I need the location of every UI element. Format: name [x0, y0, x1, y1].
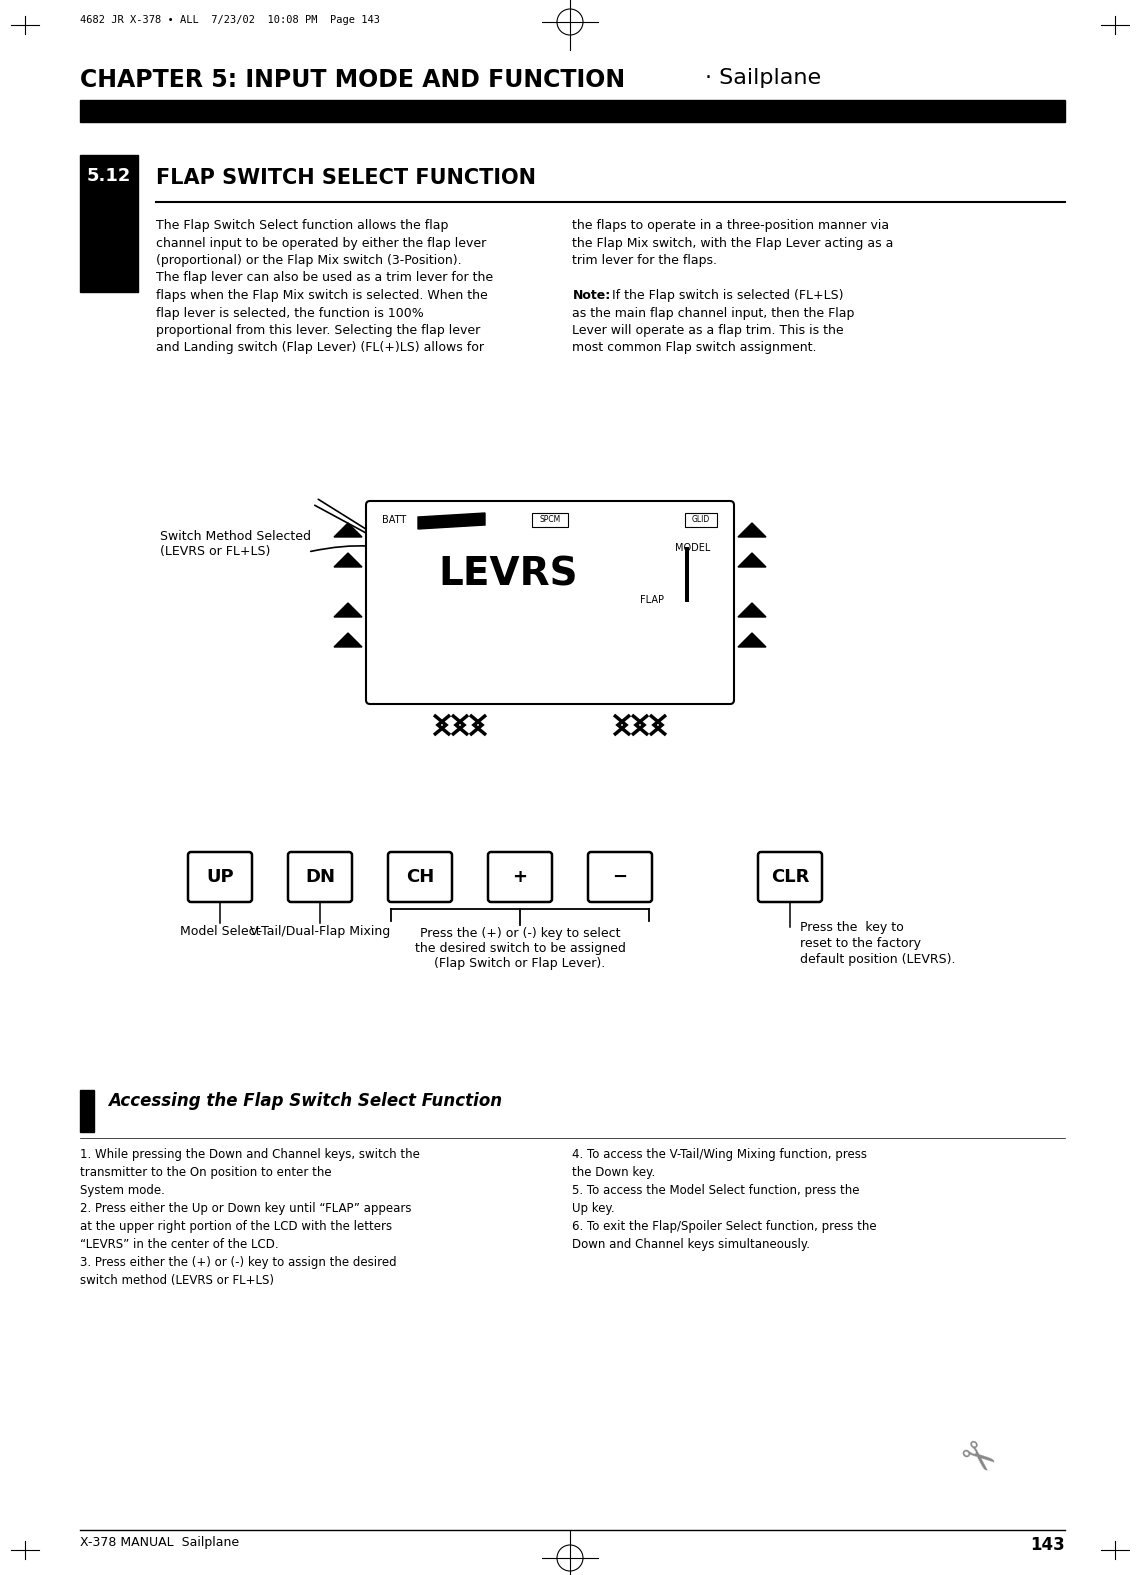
- Text: channel input to be operated by either the flap lever: channel input to be operated by either t…: [156, 236, 487, 249]
- Text: GLID: GLID: [692, 515, 710, 524]
- Text: switch method (LEVRS or FL+LS): switch method (LEVRS or FL+LS): [80, 1274, 274, 1287]
- Text: Down and Channel keys simultaneously.: Down and Channel keys simultaneously.: [572, 1238, 811, 1251]
- Text: 4. To access the V-Tail/Wing Mixing function, press: 4. To access the V-Tail/Wing Mixing func…: [572, 1148, 868, 1161]
- Polygon shape: [418, 513, 484, 529]
- Text: FLAP SWITCH SELECT FUNCTION: FLAP SWITCH SELECT FUNCTION: [156, 169, 536, 187]
- Polygon shape: [738, 553, 766, 567]
- Polygon shape: [334, 633, 363, 647]
- Bar: [80, 197, 138, 291]
- Text: 3. Press either the (+) or (-) key to assign the desired: 3. Press either the (+) or (-) key to as…: [80, 1255, 397, 1269]
- Text: Up key.: Up key.: [572, 1202, 616, 1214]
- Text: The flap lever can also be used as a trim lever for the: The flap lever can also be used as a tri…: [156, 271, 494, 285]
- Text: as the main flap channel input, then the Flap: as the main flap channel input, then the…: [572, 307, 855, 320]
- Text: Lever will operate as a flap trim. This is the: Lever will operate as a flap trim. This …: [572, 324, 844, 337]
- Text: −: −: [612, 868, 627, 887]
- Text: Model Select: Model Select: [180, 925, 260, 939]
- Text: the flaps to operate in a three-position manner via: the flaps to operate in a three-position…: [572, 219, 889, 232]
- Text: UP: UP: [206, 868, 234, 887]
- FancyBboxPatch shape: [366, 501, 734, 704]
- Bar: [80, 1090, 93, 1132]
- Text: If the Flap switch is selected (FL+LS): If the Flap switch is selected (FL+LS): [609, 288, 844, 302]
- Text: at the upper right portion of the LCD with the letters: at the upper right portion of the LCD wi…: [80, 1221, 392, 1233]
- Bar: [80, 99, 1065, 121]
- Text: ✂: ✂: [948, 1433, 1002, 1487]
- Text: the Flap Mix switch, with the Flap Lever acting as a: the Flap Mix switch, with the Flap Lever…: [572, 236, 894, 249]
- Text: CLR: CLR: [771, 868, 809, 887]
- FancyBboxPatch shape: [588, 852, 652, 902]
- Text: “LEVRS” in the center of the LCD.: “LEVRS” in the center of the LCD.: [80, 1238, 278, 1251]
- Text: BATT: BATT: [382, 515, 406, 524]
- Text: Note:: Note:: [572, 288, 611, 302]
- Text: DN: DN: [306, 868, 335, 887]
- Text: Switch Method Selected
(LEVRS or FL+LS): Switch Method Selected (LEVRS or FL+LS): [160, 531, 311, 558]
- FancyBboxPatch shape: [188, 852, 252, 902]
- Text: 5.12: 5.12: [87, 167, 131, 184]
- Text: proportional from this lever. Selecting the flap lever: proportional from this lever. Selecting …: [156, 324, 480, 337]
- FancyBboxPatch shape: [488, 852, 552, 902]
- Text: 4682 JR X-378 • ALL  7/23/02  10:08 PM  Page 143: 4682 JR X-378 • ALL 7/23/02 10:08 PM Pag…: [80, 16, 380, 25]
- Bar: [80, 154, 138, 197]
- Text: FLAP: FLAP: [640, 595, 663, 605]
- Text: (proportional) or the Flap Mix switch (3-Position).: (proportional) or the Flap Mix switch (3…: [156, 254, 462, 268]
- Text: transmitter to the On position to enter the: transmitter to the On position to enter …: [80, 1166, 332, 1180]
- Text: The Flap Switch Select function allows the flap: The Flap Switch Select function allows t…: [156, 219, 448, 232]
- Text: 6. To exit the Flap/Spoiler Select function, press the: 6. To exit the Flap/Spoiler Select funct…: [572, 1221, 877, 1233]
- Text: reset to the factory: reset to the factory: [800, 937, 921, 950]
- Text: +: +: [513, 868, 528, 887]
- Text: default position (LEVRS).: default position (LEVRS).: [800, 953, 955, 965]
- FancyBboxPatch shape: [388, 852, 451, 902]
- Text: most common Flap switch assignment.: most common Flap switch assignment.: [572, 342, 817, 354]
- Text: Press the (+) or (-) key to select
the desired switch to be assigned
(Flap Switc: Press the (+) or (-) key to select the d…: [415, 928, 626, 970]
- Text: CH: CH: [406, 868, 434, 887]
- Text: MODEL: MODEL: [675, 543, 710, 553]
- Text: and Landing switch (Flap Lever) (FL(+)LS) allows for: and Landing switch (Flap Lever) (FL(+)LS…: [156, 342, 484, 354]
- Polygon shape: [738, 523, 766, 537]
- Text: 2. Press either the Up or Down key until “FLAP” appears: 2. Press either the Up or Down key until…: [80, 1202, 412, 1214]
- Text: System mode.: System mode.: [80, 1184, 165, 1197]
- Text: flap lever is selected, the function is 100%: flap lever is selected, the function is …: [156, 307, 424, 320]
- Polygon shape: [738, 603, 766, 617]
- Text: · Sailplane: · Sailplane: [705, 68, 821, 88]
- Text: Press the  key to: Press the key to: [800, 921, 904, 934]
- Bar: [685, 547, 689, 602]
- Text: 143: 143: [1031, 1536, 1065, 1555]
- Bar: [685, 513, 717, 528]
- Text: 5. To access the Model Select function, press the: 5. To access the Model Select function, …: [572, 1184, 860, 1197]
- FancyBboxPatch shape: [288, 852, 352, 902]
- Text: LEVRS: LEVRS: [438, 554, 578, 594]
- Text: SPCM: SPCM: [539, 515, 561, 524]
- Text: 1. While pressing the Down and Channel keys, switch the: 1. While pressing the Down and Channel k…: [80, 1148, 420, 1161]
- Text: flaps when the Flap Mix switch is selected. When the: flaps when the Flap Mix switch is select…: [156, 288, 488, 302]
- Polygon shape: [738, 633, 766, 647]
- Text: X-378 MANUAL  Sailplane: X-378 MANUAL Sailplane: [80, 1536, 239, 1548]
- Text: CHAPTER 5: INPUT MODE AND FUNCTION: CHAPTER 5: INPUT MODE AND FUNCTION: [80, 68, 625, 91]
- Text: V-Tail/Dual-Flap Mixing: V-Tail/Dual-Flap Mixing: [250, 925, 390, 939]
- Polygon shape: [334, 553, 363, 567]
- FancyBboxPatch shape: [758, 852, 822, 902]
- Text: Accessing the Flap Switch Select Function: Accessing the Flap Switch Select Functio…: [108, 1091, 502, 1110]
- Text: the Down key.: the Down key.: [572, 1166, 655, 1180]
- Polygon shape: [334, 603, 363, 617]
- Text: trim lever for the flaps.: trim lever for the flaps.: [572, 254, 717, 268]
- Polygon shape: [334, 523, 363, 537]
- Bar: [532, 513, 568, 528]
